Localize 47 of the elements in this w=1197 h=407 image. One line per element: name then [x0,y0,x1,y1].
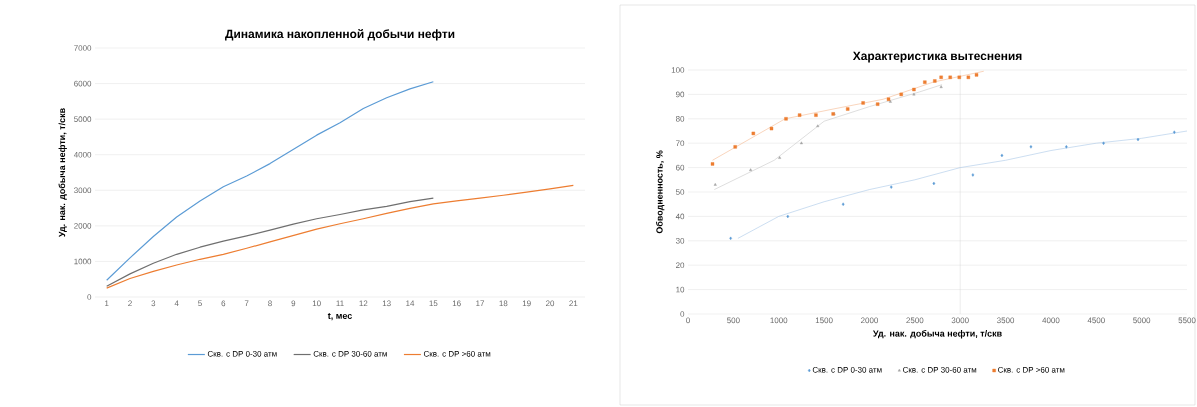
point [733,145,737,149]
point [1173,130,1176,134]
point [814,113,818,117]
point [939,85,943,89]
point [875,102,880,106]
point [784,117,788,121]
point [912,87,916,92]
point [889,185,893,189]
y-axis-title: Уд. нак. добыча нефти, т/скв [58,108,67,238]
point [846,107,850,111]
point [948,75,952,80]
point [816,124,820,128]
point [786,214,790,219]
line-series [737,130,1188,239]
point [912,92,916,96]
point [1000,153,1004,158]
point [751,131,756,136]
point [971,173,975,177]
x-axis-title: Уд. нак. добыча нефти, т/скв [872,330,1002,339]
point [899,92,903,97]
point [932,181,936,186]
point [1029,145,1033,149]
point [933,79,937,83]
line-series [714,84,943,190]
point [710,162,715,166]
point [861,101,865,105]
point [769,126,774,131]
point [974,73,979,77]
point [1102,141,1105,145]
point [841,202,845,206]
chart-title: Динамика накопленной добычи нефти [225,29,455,41]
point [966,75,971,80]
point [749,168,753,171]
point [799,141,803,145]
point [939,75,943,80]
y-axis-title: Обводненность, % [655,150,665,234]
point [729,236,732,241]
chart-title: Характеристика вытеснения [852,51,1022,63]
point [713,182,717,186]
point [957,75,961,80]
point [1136,137,1140,142]
x-axis-title: t, мес [327,313,352,321]
point [778,156,782,159]
point [797,113,802,117]
point [1065,145,1068,149]
line-series [106,197,434,287]
point [923,80,927,84]
